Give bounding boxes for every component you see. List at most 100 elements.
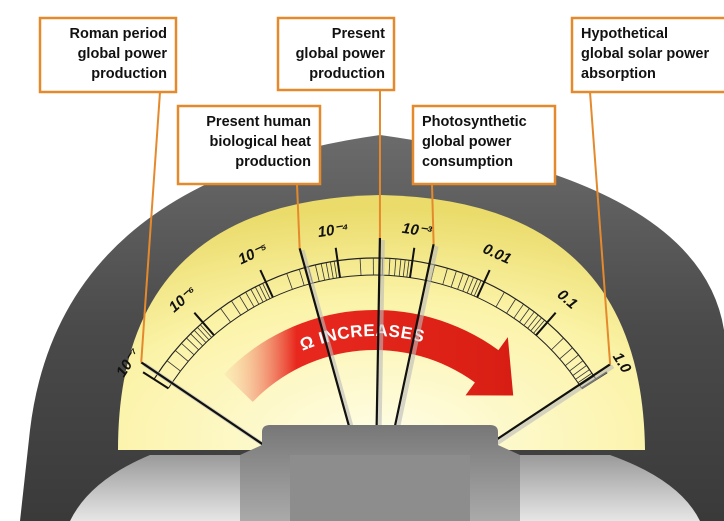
callout-text: Photosynthetic global power consumption — [422, 114, 527, 170]
callout-line: production — [91, 66, 167, 82]
callout-line: consumption — [422, 154, 513, 170]
minor-tick — [286, 273, 293, 290]
minor-tick — [254, 286, 264, 303]
minor-tick — [193, 330, 207, 343]
minor-tick — [325, 262, 330, 280]
minor-tick — [462, 275, 470, 292]
scale-label: 10⁻³ — [401, 220, 434, 241]
minor-tick — [406, 260, 410, 278]
minor-tick — [231, 300, 242, 316]
hub-front — [290, 455, 470, 521]
leader-line — [296, 183, 301, 249]
major-tick — [142, 371, 169, 390]
callout-text: Hypothetical global solar power absorption — [581, 26, 709, 82]
minor-tick — [220, 308, 231, 323]
callout-line: global power — [78, 46, 168, 62]
minor-tick — [333, 261, 338, 279]
scale-arc-inner — [167, 274, 583, 389]
major-tick — [409, 247, 416, 278]
callout-box — [276, 16, 396, 92]
minor-tick — [569, 360, 584, 372]
minor-tick — [166, 360, 181, 372]
minor-tick — [533, 319, 545, 334]
minor-tick — [394, 258, 397, 276]
minor-tick — [470, 278, 478, 295]
minor-tick — [577, 372, 593, 384]
minor-tick — [186, 337, 199, 351]
minor-tick — [495, 291, 505, 308]
leader-line — [589, 91, 612, 365]
needle — [375, 238, 382, 426]
callout-box — [570, 16, 724, 94]
minor-tick — [442, 268, 448, 285]
minor-tick — [190, 333, 203, 347]
minor-tick — [473, 280, 482, 297]
callout-line: Roman period — [70, 26, 167, 42]
needle-shadow — [300, 249, 355, 431]
minor-tick — [527, 314, 539, 329]
minor-tick — [199, 324, 212, 338]
minor-tick — [530, 317, 542, 332]
needle-shadow — [377, 240, 385, 428]
minor-tick — [523, 311, 535, 326]
callout-line: production — [309, 66, 385, 82]
minor-tick — [329, 261, 334, 279]
minor-tick — [519, 308, 530, 323]
minor-tick — [457, 273, 464, 290]
scale-label: 10⁻⁴ — [317, 220, 350, 241]
minor-tick — [466, 277, 474, 294]
minor-tick — [239, 295, 249, 311]
major-tick — [334, 247, 341, 278]
callout-box — [176, 104, 322, 186]
needle — [298, 247, 351, 429]
minor-tick — [402, 259, 406, 277]
minor-tick — [250, 289, 260, 305]
minor-tick — [551, 337, 564, 351]
major-tick — [193, 312, 215, 336]
increase-arrow — [223, 310, 514, 402]
minor-tick — [245, 291, 255, 308]
minor-tick — [359, 258, 362, 276]
minor-tick — [258, 284, 268, 301]
callout-box — [38, 16, 178, 94]
callouts: Roman period global power productionPresen… — [38, 16, 724, 365]
minor-tick — [320, 263, 326, 281]
callout-line: absorption — [581, 66, 656, 82]
callout-line: Present human — [206, 114, 311, 130]
leader-line — [140, 91, 161, 363]
minor-tick — [181, 343, 195, 356]
callout-line: Photosynthetic — [422, 114, 527, 130]
callout-text: Present human biological heat production — [206, 114, 311, 170]
minor-tick — [398, 259, 402, 277]
major-tick — [535, 312, 557, 336]
minor-tick — [175, 350, 189, 362]
callout-line: production — [235, 154, 311, 170]
callout-line: global solar power — [581, 46, 709, 62]
callout-line: global power — [296, 46, 386, 62]
minor-tick — [450, 270, 457, 288]
needle — [393, 243, 435, 428]
callout-line: Present — [332, 26, 385, 42]
minor-tick — [314, 264, 320, 282]
minor-tick — [575, 369, 590, 380]
minor-tick — [298, 269, 305, 286]
callout-line: biological heat — [209, 134, 311, 150]
callout-text: Present global power production — [296, 26, 386, 82]
minor-tick — [572, 365, 587, 376]
minor-tick — [388, 258, 391, 276]
callout-line: Hypothetical — [581, 26, 668, 42]
minor-tick — [262, 283, 271, 299]
needle-shadow — [395, 245, 439, 430]
minor-tick — [513, 303, 524, 319]
minor-tick — [565, 354, 579, 367]
leader-line — [431, 183, 435, 245]
callout-text: Roman period global power production — [70, 26, 168, 82]
minor-tick — [197, 327, 210, 341]
callout-line: global power — [422, 134, 512, 150]
minor-tick — [506, 298, 517, 314]
major-tick — [476, 269, 491, 298]
callout-box — [411, 104, 557, 186]
minor-tick — [559, 347, 573, 360]
major-tick — [259, 269, 274, 298]
